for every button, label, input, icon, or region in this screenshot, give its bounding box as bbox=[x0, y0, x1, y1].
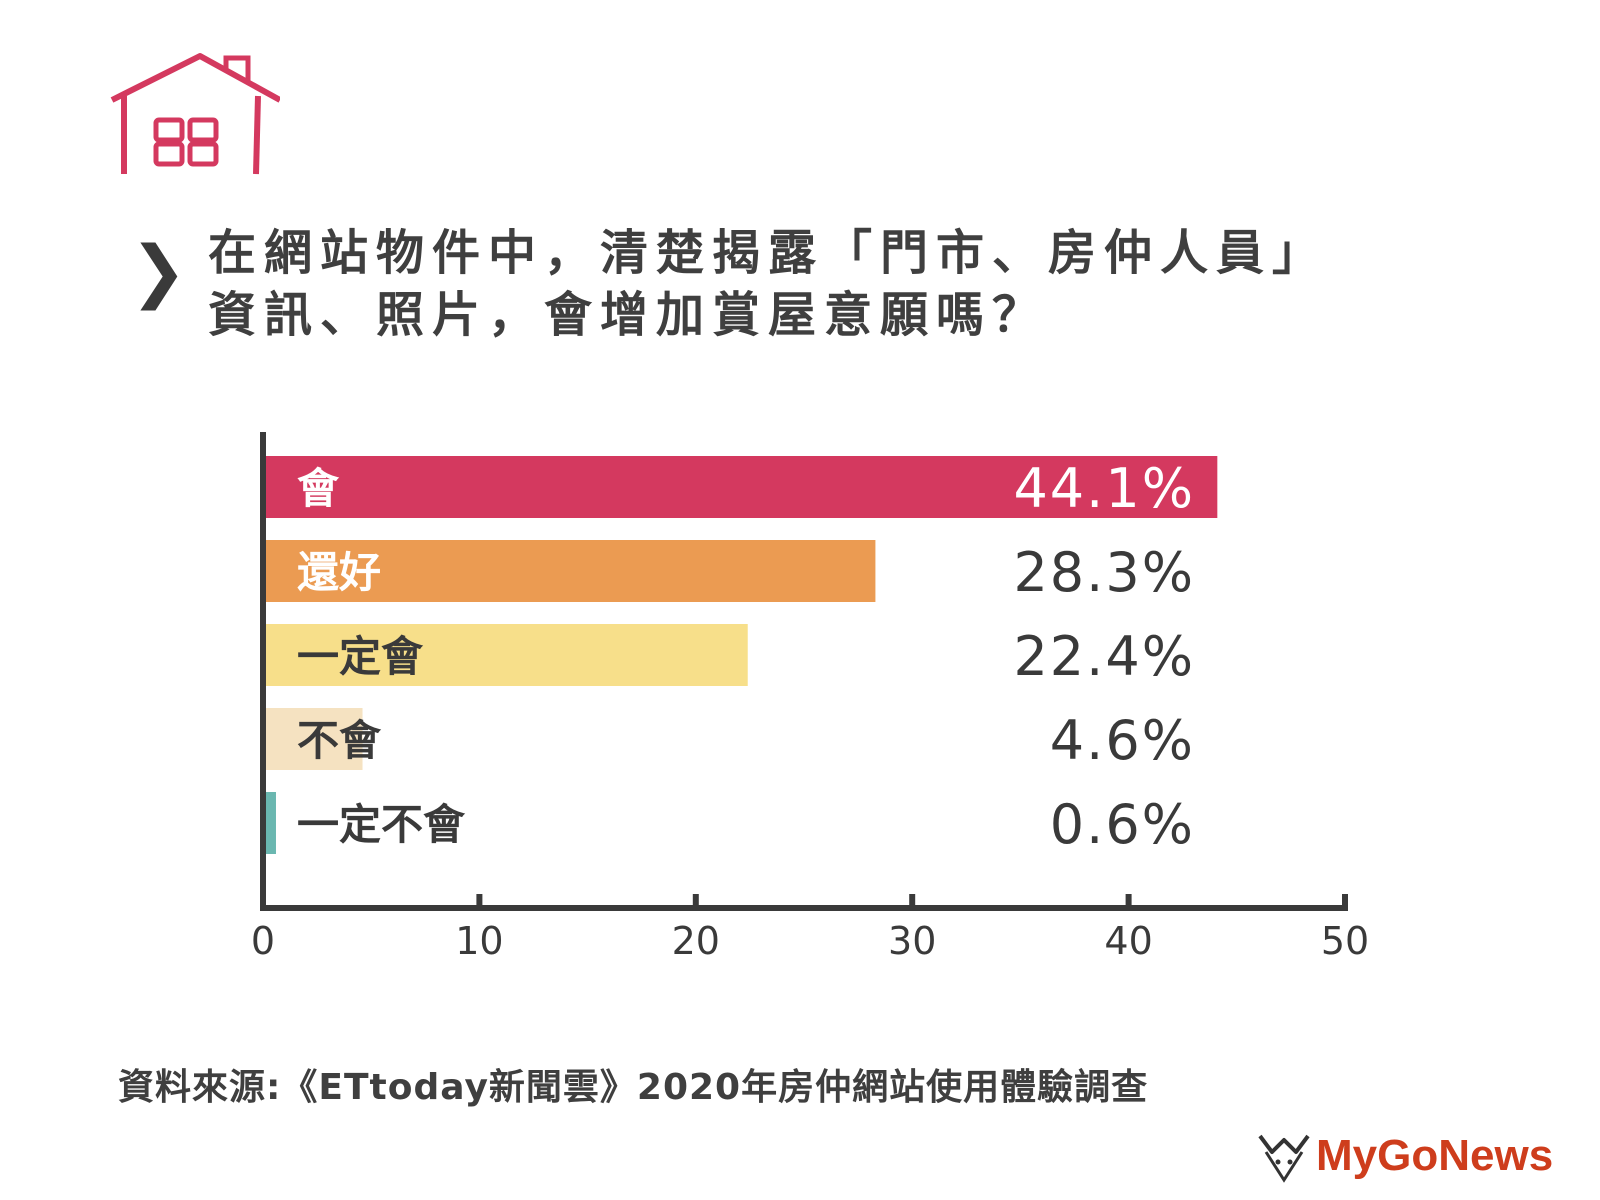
x-tick-label: 40 bbox=[1104, 919, 1152, 963]
value-label: 44.1% bbox=[1013, 457, 1195, 520]
value-label: 22.4% bbox=[1013, 625, 1195, 688]
bar-2 bbox=[263, 540, 876, 602]
value-label: 28.3% bbox=[1013, 541, 1195, 604]
value-label: 0.6% bbox=[1050, 793, 1195, 856]
bar-chart: 會 44.1% 還好 28.3% 一定會 22.4% 不會 4.6% 一定不會 0.6% 0 10 20… bbox=[251, 432, 1369, 963]
bar-3 bbox=[263, 624, 748, 686]
bar-5 bbox=[263, 792, 276, 854]
category-label: 還好 bbox=[297, 548, 381, 597]
chart-title: 在網站物件中，清楚揭露「門市、房仲人員」 資訊、照片，會增加賞屋意願嗎？ bbox=[208, 222, 1578, 346]
x-tick-label: 0 bbox=[251, 919, 275, 963]
bar-4 bbox=[263, 708, 363, 770]
category-label: 會 bbox=[297, 464, 340, 513]
category-label: 不會 bbox=[297, 716, 382, 765]
x-tick-label: 30 bbox=[888, 919, 936, 963]
source-note: 資料來源:《ETtoday新聞雲》2020年房仲網站使用體驗調查 bbox=[118, 1067, 1149, 1108]
value-label: 4.6% bbox=[1050, 709, 1195, 772]
title-line-2: 資訊、照片，會增加賞屋意願嗎？ bbox=[208, 287, 1049, 343]
fox-logo-icon bbox=[1258, 1134, 1310, 1183]
title-line-1: 在網站物件中，清楚揭露「門市、房仲人員」 bbox=[208, 225, 1329, 281]
house-icon bbox=[110, 53, 280, 175]
x-tick-label: 10 bbox=[455, 919, 503, 963]
category-label: 一定不會 bbox=[297, 800, 466, 849]
chevron-right-icon: ❯ bbox=[130, 232, 187, 311]
bar-1 bbox=[263, 456, 1218, 518]
x-tick-label: 20 bbox=[672, 919, 720, 963]
brand-name: MyGoNews bbox=[1316, 1131, 1554, 1180]
category-label: 一定會 bbox=[297, 632, 424, 681]
x-tick-label: 50 bbox=[1321, 919, 1369, 963]
